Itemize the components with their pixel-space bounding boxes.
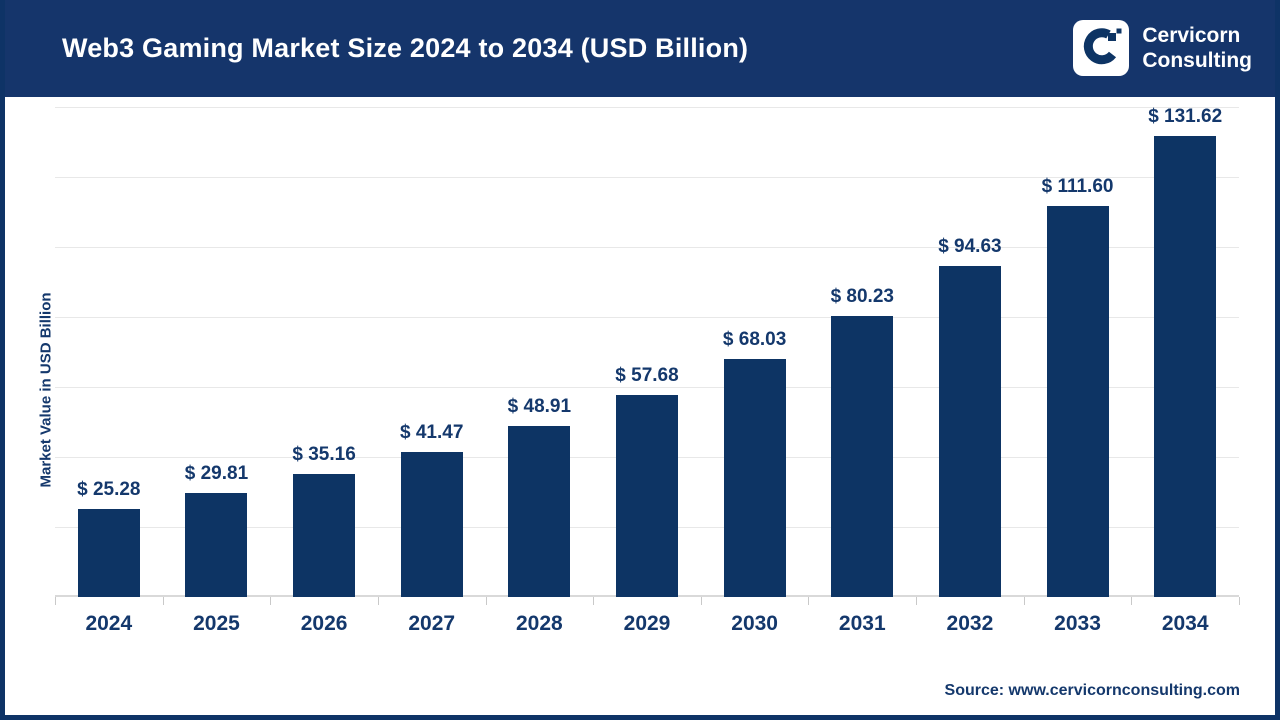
chart-title: Web3 Gaming Market Size 2024 to 2034 (US… [62,33,749,63]
bar-2027 [400,451,463,597]
y-axis-label: Market Value in USD Billion [37,292,55,488]
x-axis-label-2032: 2032 [946,612,994,635]
x-axis-label-2029: 2029 [623,612,671,635]
x-axis-label-2031: 2031 [838,612,886,635]
brand-name-line2: Consulting [1142,49,1252,72]
bar-2032 [938,265,1001,597]
bar-value-label-2024: $ 25.28 [77,478,141,500]
gridline-100 [55,247,1239,248]
x-axis-label-2025: 2025 [193,612,240,635]
x-axis-tick [916,597,918,605]
gridline-60 [55,387,1239,388]
x-axis-tick [1131,597,1133,605]
x-axis-label-2024: 2024 [85,612,133,635]
x-axis-tick [377,597,379,605]
bar-2033 [1046,206,1109,597]
gridline-120 [55,177,1239,178]
bar-2025 [185,492,248,597]
brand-name-line1: Cervicorn [1142,24,1241,47]
x-axis-tick [55,597,56,605]
bar-2028 [508,425,571,597]
bar-value-label-2031: $ 80.23 [830,286,894,308]
x-axis-tick [162,597,164,605]
x-axis-label-2026: 2026 [300,612,348,635]
x-axis-label-2027: 2027 [408,612,456,635]
x-axis-label-2028: 2028 [516,612,563,635]
brand-name: Cervicorn Consulting [1142,23,1252,73]
x-axis-tick [700,597,702,605]
x-axis-tick [1023,597,1025,605]
bar-value-label-2025: $ 29.81 [184,462,249,484]
header-bar: Web3 Gaming Market Size 2024 to 2034 (US… [5,0,1275,97]
brand-logo: Cervicorn Consulting [1073,20,1252,76]
bar-value-label-2034: $ 131.62 [1148,106,1223,128]
bar-value-label-2026: $ 35.16 [292,443,356,465]
bar-value-label-2030: $ 68.03 [722,328,787,350]
bar-value-label-2029: $ 57.68 [615,365,679,387]
x-axis-tick [593,597,595,605]
plot-area: $ 25.28 2024 $ 29.81 2025 $ 35.16 2026 $ 41.47… [55,106,1240,635]
x-axis-tick [808,597,810,605]
bar-2029 [616,395,678,597]
bar-2024 [77,508,140,597]
bar-value-label-2027: $ 41.47 [400,421,464,443]
bar-value-label-2028: $ 48.91 [507,395,572,417]
x-axis-label-2030: 2030 [731,612,778,635]
x-axis-label-2033: 2033 [1054,612,1101,635]
bar-2030 [723,358,786,597]
source-attribution: Source: www.cervicornconsulting.com [944,682,1240,699]
gridline-80 [55,317,1239,318]
gridline-140 [55,107,1239,108]
x-axis-tick [1239,597,1240,605]
bar-2031 [831,316,894,597]
bar-2034 [1154,136,1217,597]
bar-value-label-2033: $ 111.60 [1041,176,1114,198]
bar-2026 [293,473,356,597]
x-axis-tick [270,597,272,605]
x-axis-tick [485,597,487,605]
x-axis-label-2034: 2034 [1161,612,1209,635]
bar-value-label-2032: $ 94.63 [938,235,1002,257]
cervicorn-logo-icon [1073,20,1130,76]
